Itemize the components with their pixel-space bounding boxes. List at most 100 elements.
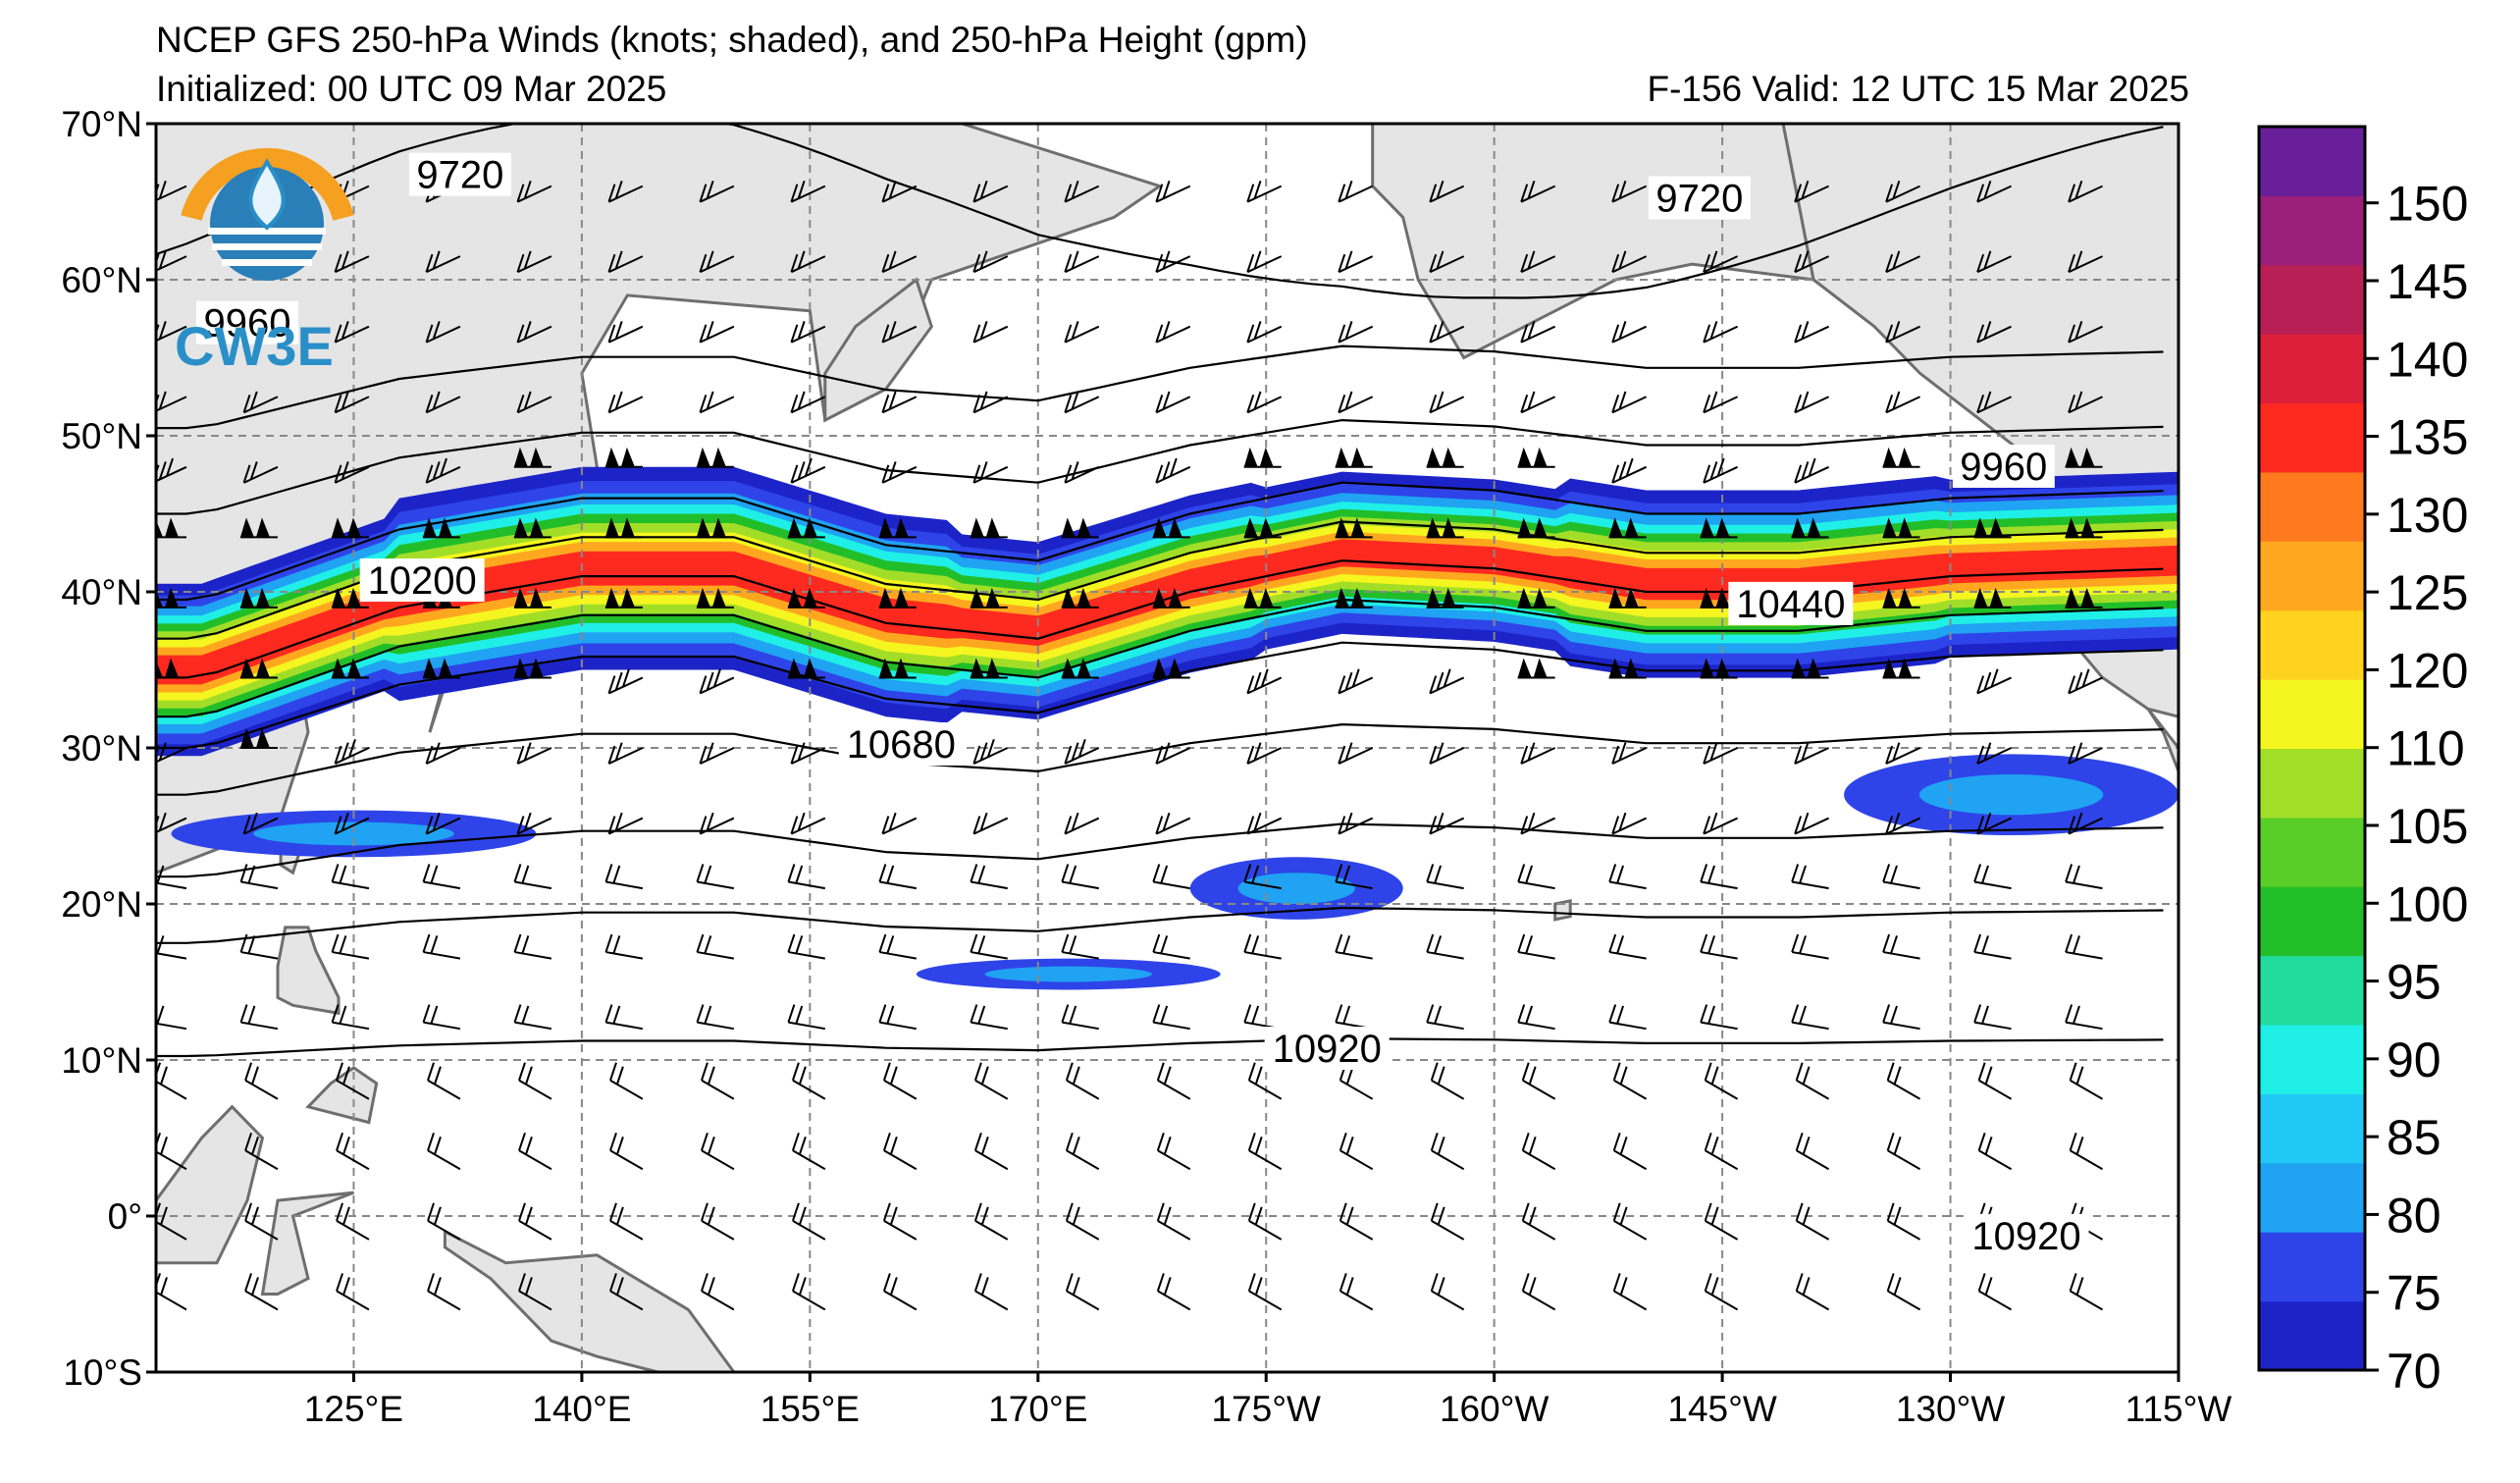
wind-barb xyxy=(2069,1132,2104,1171)
wind-barb xyxy=(1795,1132,1830,1171)
wind-barb xyxy=(1429,321,1465,344)
wind-barb xyxy=(1064,250,1100,274)
lat-label: 40°N xyxy=(61,572,142,612)
wind-barb xyxy=(1611,812,1648,835)
wind-barb xyxy=(1061,1004,1099,1031)
wind-barb xyxy=(244,1132,279,1171)
wind-barb xyxy=(1612,1062,1648,1100)
wind-barb xyxy=(878,587,917,609)
colorbar-tick-label: 140 xyxy=(2387,332,2468,387)
wind-barb xyxy=(699,742,735,765)
wind-barb xyxy=(1611,180,1648,203)
wind-barb xyxy=(1517,1004,1555,1031)
height-contour xyxy=(156,598,2164,718)
wind-barb xyxy=(156,742,187,764)
map-title: NCEP GFS 250-hPa Winds (knots; shaded), … xyxy=(156,20,1308,60)
wind-barb xyxy=(334,391,370,414)
wind-barb xyxy=(972,180,1009,203)
wind-barb xyxy=(607,812,644,835)
wind-barb xyxy=(156,180,187,202)
wind-barb xyxy=(2065,447,2103,468)
wind-barb xyxy=(1061,658,1099,679)
wind-barb xyxy=(1976,250,2012,274)
contour-label-text: 10920 xyxy=(1273,1028,1382,1071)
wind-barb xyxy=(1064,461,1100,484)
wind-barb xyxy=(696,517,734,539)
wind-barb xyxy=(1520,812,1556,835)
wind-barb xyxy=(1611,742,1648,765)
wind-barb xyxy=(1429,742,1465,765)
wind-barb xyxy=(1886,1202,1921,1241)
wind-barb xyxy=(1611,391,1648,414)
wind-barb xyxy=(1243,933,1282,960)
contour-label: 9960 xyxy=(195,300,298,345)
colorbar-swatch xyxy=(2259,679,2365,749)
height-contour xyxy=(156,344,2164,430)
colorbar-swatch xyxy=(2259,1093,2365,1164)
wind-barb xyxy=(2065,864,2103,890)
wind-barb xyxy=(427,1132,461,1171)
contour-labels: 9720 9720 9960 9960 10200 10440 10680 10920 1092… xyxy=(195,152,2089,1258)
colorbar-tick-label: 85 xyxy=(2387,1110,2441,1165)
wind-barb xyxy=(1977,1132,2013,1171)
wind-barb xyxy=(518,1273,552,1311)
wind-barb xyxy=(422,864,461,890)
wind-barb xyxy=(1517,658,1555,679)
wind-barb xyxy=(334,738,370,765)
wind-barb xyxy=(1246,742,1283,765)
wind-barb xyxy=(1977,1273,2013,1311)
wind-barb xyxy=(516,391,552,414)
wind-barb xyxy=(1521,1062,1556,1100)
wind-barb xyxy=(422,933,461,960)
wind-barb xyxy=(1704,1202,1739,1241)
wind-barb xyxy=(1247,1132,1283,1171)
cw3e-logo: CW3E xyxy=(175,147,354,377)
wind-barb xyxy=(970,933,1008,960)
wind-barb xyxy=(1704,1132,1739,1171)
lon-label: 130°W xyxy=(1896,1389,2006,1429)
wind-barb xyxy=(1973,517,2012,539)
lat-label: 70°N xyxy=(61,104,142,144)
wind-barb xyxy=(244,1202,279,1241)
wave-line-icon xyxy=(222,259,312,266)
wind-barb xyxy=(334,461,370,484)
wind-barb xyxy=(1061,933,1099,960)
wind-barb xyxy=(699,321,735,344)
wind-barb xyxy=(1886,1132,1921,1171)
wind-barb xyxy=(1700,864,1738,890)
wind-barb xyxy=(1976,668,2012,695)
lon-label: 155°E xyxy=(761,1389,860,1429)
contour-label-text: 10200 xyxy=(368,559,477,603)
wind-barb xyxy=(1429,391,1465,414)
subtropical-patch-west-core xyxy=(253,821,454,846)
wind-barb xyxy=(2069,1273,2104,1311)
colorbar-tick-label: 110 xyxy=(2387,721,2465,776)
wind-barb xyxy=(331,864,370,890)
colorbar-swatch xyxy=(2259,1162,2365,1233)
wind-barb xyxy=(422,517,460,539)
wind-barb xyxy=(1794,457,1830,484)
wind-barb xyxy=(1700,517,1738,539)
wind-barb xyxy=(2068,250,2103,274)
wind-barb xyxy=(1339,1273,1374,1311)
wind-barb xyxy=(609,1273,644,1311)
lon-label: 160°W xyxy=(1440,1389,1549,1429)
wind-barb xyxy=(700,1202,735,1241)
land-baja xyxy=(2146,708,2179,774)
wind-barb xyxy=(1791,658,1829,679)
wind-barb xyxy=(1520,742,1556,765)
wind-barb xyxy=(1794,742,1830,765)
colorbar-tick-label: 90 xyxy=(2387,1033,2441,1087)
wind-barb xyxy=(1882,933,1920,960)
wind-barb xyxy=(1976,321,2012,344)
wind-barb xyxy=(239,587,278,609)
wind-barb xyxy=(156,391,187,412)
wind-barb xyxy=(696,447,734,468)
wind-barb xyxy=(787,517,825,539)
wind-barb xyxy=(878,658,917,679)
wind-barb xyxy=(609,1132,644,1171)
wind-barb xyxy=(1152,933,1190,960)
wind-barb xyxy=(1973,1004,2012,1031)
wind-barb xyxy=(518,1062,552,1100)
wind-barb xyxy=(516,321,552,344)
